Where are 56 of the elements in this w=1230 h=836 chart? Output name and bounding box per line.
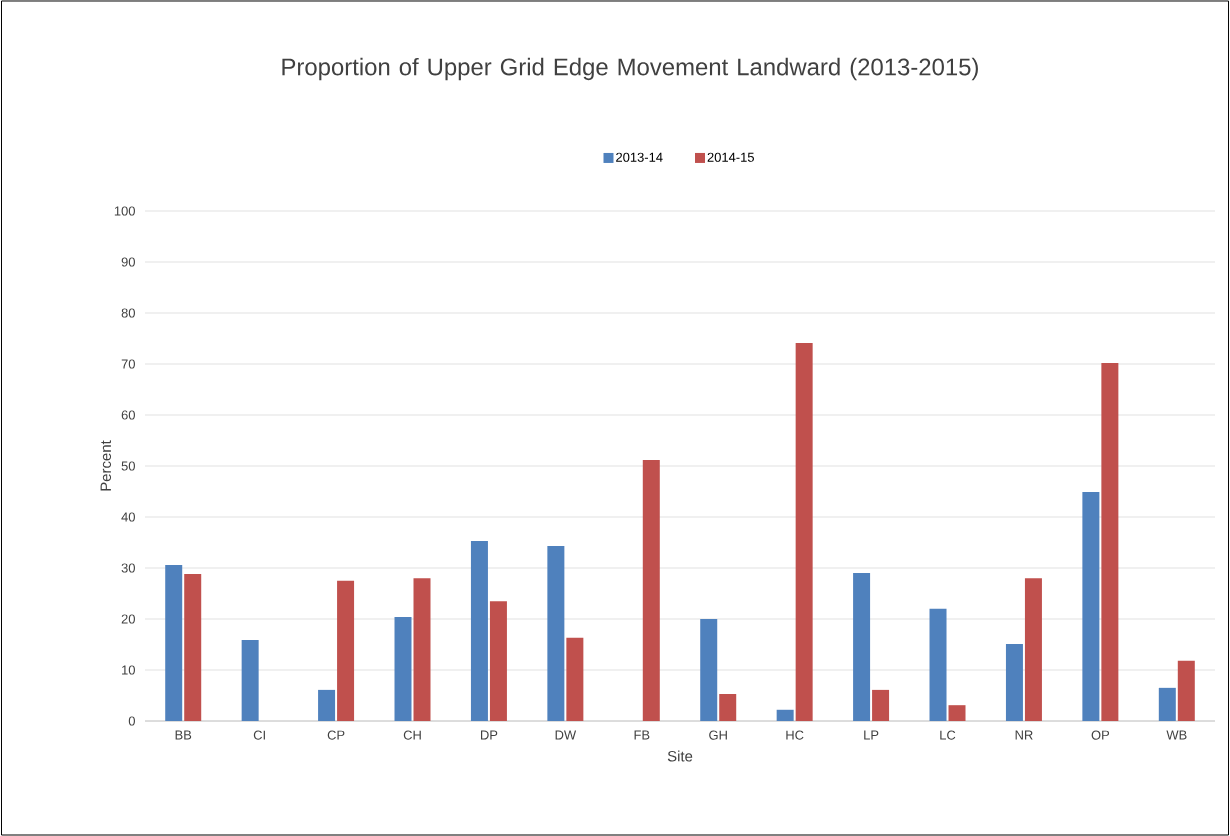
bar xyxy=(1158,687,1176,721)
x-tick-label: CH xyxy=(403,730,421,740)
bar xyxy=(337,580,355,721)
bar xyxy=(165,564,183,721)
bar xyxy=(1101,362,1119,721)
bar xyxy=(700,619,718,721)
bar xyxy=(318,689,336,721)
x-tick-label: DP xyxy=(481,730,498,740)
x-tick-label: FB xyxy=(634,730,650,740)
x-tick-label: CI xyxy=(253,730,265,740)
bar xyxy=(489,601,507,721)
y-tick-label: 20 xyxy=(121,614,135,624)
bar xyxy=(795,343,813,721)
y-tick-label: 30 xyxy=(121,563,135,573)
x-tick-label: OP xyxy=(1091,730,1110,740)
bar xyxy=(394,616,412,721)
bar xyxy=(853,573,871,721)
bar xyxy=(719,693,737,721)
x-tick-label: NR xyxy=(1015,730,1033,740)
x-tick-label: WB xyxy=(1166,730,1187,740)
y-tick-label: 40 xyxy=(121,512,135,522)
x-tick-label: CP xyxy=(327,730,345,740)
x-tick-label: HC xyxy=(786,730,804,740)
bar xyxy=(241,639,259,721)
bar xyxy=(1082,492,1100,721)
bar xyxy=(184,574,202,721)
y-tick-label: 80 xyxy=(121,308,135,318)
y-tick-label: 100 xyxy=(114,206,135,216)
bar xyxy=(776,709,794,721)
x-tick-label: BB xyxy=(175,730,192,740)
y-tick-label: 70 xyxy=(121,359,135,369)
bar xyxy=(929,608,947,721)
bar xyxy=(642,459,660,721)
y-tick-label: 60 xyxy=(121,410,135,420)
bar xyxy=(413,578,431,721)
chart-title: Proportion of Upper Grid Edge Movement Landward (2013-2015) xyxy=(282,57,978,81)
x-tick-label: GH xyxy=(709,730,727,740)
bar xyxy=(547,546,565,721)
x-tick-label: LC xyxy=(940,730,956,740)
bar xyxy=(566,637,584,721)
bar xyxy=(1024,578,1042,721)
legend-label: 2014-15 xyxy=(707,152,754,162)
bar xyxy=(1177,660,1195,721)
bar xyxy=(470,540,488,721)
x-tick-label: DW xyxy=(555,730,577,740)
x-tick-label: LP xyxy=(864,730,879,740)
bar xyxy=(872,689,890,721)
x-axis-title: Site xyxy=(667,750,693,762)
y-tick-label: 90 xyxy=(121,257,135,267)
bar xyxy=(1005,643,1023,721)
y-axis-title: Percent xyxy=(100,440,112,491)
y-tick-label: 0 xyxy=(128,716,135,726)
legend-label: 2013-14 xyxy=(616,152,663,162)
y-tick-label: 50 xyxy=(121,461,135,471)
bar xyxy=(948,705,966,721)
y-tick-label: 10 xyxy=(122,665,135,675)
